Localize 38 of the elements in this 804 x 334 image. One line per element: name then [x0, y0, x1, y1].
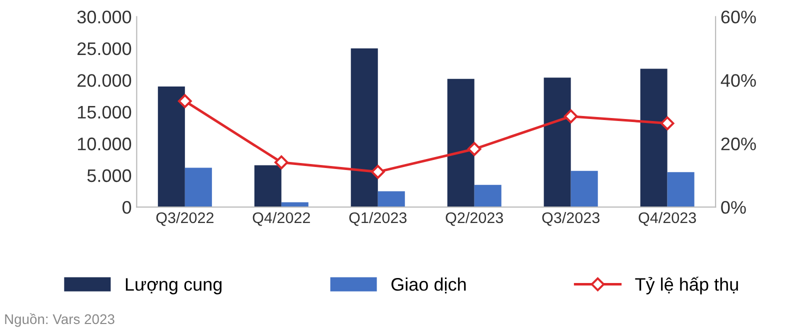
x-tick-label: Q4/2023 [638, 212, 696, 226]
bar [158, 86, 185, 208]
bar [447, 78, 474, 208]
x-tick-label: Q2/2023 [446, 212, 503, 226]
y2-tick-label: 20% [721, 138, 756, 150]
bar [184, 168, 212, 208]
bar [667, 172, 694, 208]
text: Nguồn: Vars 2023 [5, 313, 114, 327]
y2-tick-label: 40% [720, 74, 756, 87]
bar [570, 170, 598, 208]
legend-label: Giao dịch [391, 278, 466, 294]
bar [474, 184, 502, 208]
y-tick-label: 30.000 [77, 10, 132, 24]
x-tick-label: Q3/2022 [156, 212, 214, 226]
y-tick-label: 15.000 [78, 106, 132, 119]
point [467, 142, 482, 156]
x-tick-label: Q3/2023 [542, 212, 600, 226]
point [660, 116, 674, 130]
y2-tick-label: 0% [721, 201, 746, 214]
point [370, 164, 385, 179]
bar [378, 191, 405, 208]
point [274, 155, 288, 170]
legend-label: Lượng cung [126, 278, 222, 294]
y-tick-label: 20.000 [78, 74, 132, 87]
y2-tick-label: 60% [721, 10, 756, 24]
y-tick-label: 0 [122, 201, 132, 214]
y-tick-label: 5.000 [87, 169, 132, 182]
x-tick-label: Q4/2022 [252, 212, 310, 226]
y-tick-label: 10.000 [78, 138, 132, 150]
legend-label: Tỷ lệ hấp thụ [635, 276, 738, 294]
y-tick-label: 25.000 [78, 42, 132, 56]
bar [640, 68, 668, 208]
bar [350, 48, 378, 208]
bar [254, 165, 282, 208]
point [178, 94, 192, 108]
point [564, 109, 578, 124]
x-tick-label: Q1/2023 [349, 212, 407, 226]
bar [544, 78, 571, 208]
